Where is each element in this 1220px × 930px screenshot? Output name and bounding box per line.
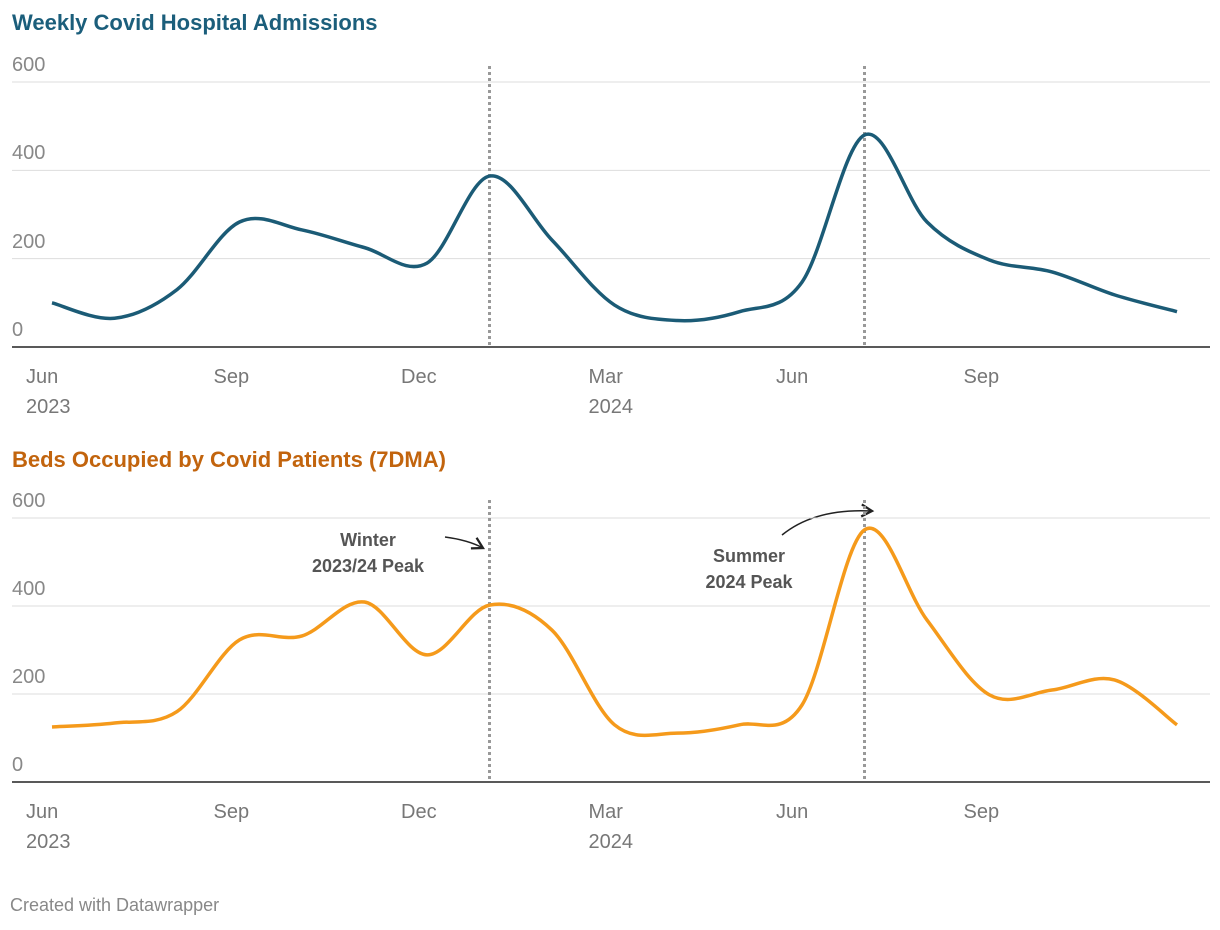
y-tick-label: 200: [12, 230, 46, 253]
y-tick-label: 600: [12, 490, 46, 512]
y-tick-label: 0: [12, 754, 24, 776]
data-line: [51, 526, 1179, 738]
data-line: [51, 132, 1178, 323]
y-tick-label: 200: [12, 666, 46, 688]
x-tick-label: Mar 2024: [588, 366, 634, 418]
x-tick-label: Mar 2024: [588, 801, 634, 853]
annotation-arrow: [444, 536, 486, 550]
x-tick-label: Jun: [776, 801, 809, 823]
x-tick-label: Sep: [963, 366, 1000, 388]
x-tick-label: Jun 2023: [26, 801, 71, 853]
y-tick-label: 400: [12, 578, 46, 600]
x-tick-label: Sep: [213, 801, 250, 823]
footer: Created with Datawrapper: [10, 895, 220, 915]
x-tick-label: Jun 2023: [26, 366, 71, 418]
y-tick-label: 0: [12, 319, 24, 341]
y-tick-label: 400: [12, 142, 46, 165]
x-tick-label: Jun: [776, 366, 809, 388]
x-tick-label: Dec: [401, 366, 437, 388]
x-tick-label: Sep: [963, 801, 1000, 823]
chart-title: Weekly Covid Hospital Admissions: [12, 10, 378, 35]
annotation: Winter 2023/24 Peak: [311, 530, 425, 576]
chart-title: Beds Occupied by Covid Patients (7DMA): [12, 447, 446, 472]
annotation: Summer 2024 Peak: [705, 546, 793, 592]
annotation-arrow: [781, 503, 875, 536]
x-tick-label: Dec: [401, 801, 437, 823]
x-tick-label: Sep: [213, 366, 250, 388]
y-tick-label: 600: [12, 54, 46, 76]
